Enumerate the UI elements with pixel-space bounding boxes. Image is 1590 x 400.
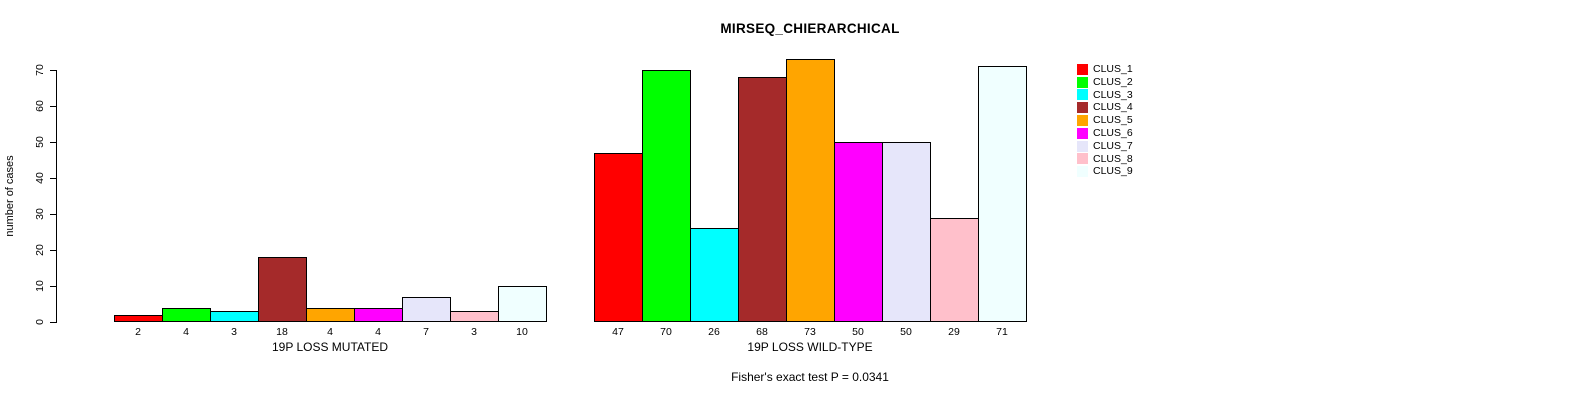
legend-swatch <box>1077 153 1088 165</box>
bar-value-label: 68 <box>756 326 768 338</box>
bar-value-label: 50 <box>852 326 864 338</box>
bar-value-label: 26 <box>708 326 720 338</box>
bar <box>978 66 1027 322</box>
bar <box>786 59 835 322</box>
legend-item: CLUS_9 <box>1077 165 1133 178</box>
bar <box>882 142 931 322</box>
legend-item: CLUS_5 <box>1077 114 1133 127</box>
legend-swatch <box>1077 89 1088 101</box>
bar-value-label: 47 <box>612 326 624 338</box>
legend-item: CLUS_6 <box>1077 127 1133 140</box>
bar-value-label: 73 <box>804 326 816 338</box>
legend-item: CLUS_8 <box>1077 153 1133 166</box>
legend-item: CLUS_4 <box>1077 101 1133 114</box>
y-tick <box>50 141 56 143</box>
bar <box>642 70 691 322</box>
bar-value-label: 4 <box>327 326 333 338</box>
legend-label: CLUS_3 <box>1093 88 1133 101</box>
y-tick <box>50 105 56 107</box>
legend-swatch <box>1077 140 1088 152</box>
legend-item: CLUS_3 <box>1077 89 1133 102</box>
y-tick-label: 30 <box>34 208 46 220</box>
bar-value-label: 4 <box>183 326 189 338</box>
y-tick-label: 50 <box>34 136 46 148</box>
bar <box>354 307 403 322</box>
y-tick-label: 70 <box>34 64 46 76</box>
bar-value-label: 50 <box>900 326 912 338</box>
legend-label: CLUS_7 <box>1093 139 1133 152</box>
y-tick-label: 20 <box>34 244 46 256</box>
y-tick <box>50 285 56 287</box>
y-tick-label: 60 <box>34 100 46 112</box>
legend-label: CLUS_1 <box>1093 63 1133 75</box>
y-tick-label: 40 <box>34 172 46 184</box>
y-tick-label: 0 <box>34 319 46 325</box>
bar-value-label: 71 <box>996 326 1008 338</box>
legend-swatch <box>1077 166 1088 178</box>
y-axis-label: number of cases <box>4 155 16 237</box>
legend-label: CLUS_8 <box>1093 152 1133 165</box>
x-group-label-mutated: 19P LOSS MUTATED <box>271 340 389 354</box>
legend-item: CLUS_1 <box>1077 63 1133 76</box>
bar <box>690 228 739 322</box>
legend-label: CLUS_5 <box>1093 114 1133 127</box>
bar-value-label: 29 <box>948 326 960 338</box>
legend: CLUS_1 CLUS_2 CLUS_3 CLUS_4 CLUS_5 CLUS_6 CLUS… <box>1077 63 1133 178</box>
bar-value-label: 18 <box>276 326 288 338</box>
legend-swatch <box>1077 115 1088 127</box>
y-tick <box>50 69 56 71</box>
x-group-label-wild-type: 19P LOSS WILD-TYPE <box>747 340 873 354</box>
bar-value-label: 7 <box>423 326 429 338</box>
legend-swatch <box>1077 76 1088 88</box>
y-axis <box>56 69 57 323</box>
bar <box>258 257 307 322</box>
y-tick <box>50 213 56 215</box>
legend-item: CLUS_7 <box>1077 140 1133 153</box>
bar <box>162 307 211 322</box>
bar <box>930 217 979 322</box>
legend-swatch <box>1077 102 1088 114</box>
bar-value-label: 70 <box>660 326 672 338</box>
legend-label: CLUS_4 <box>1093 101 1133 114</box>
y-tick <box>50 321 56 323</box>
bar <box>738 77 787 322</box>
bar <box>210 311 259 322</box>
bar <box>594 152 643 322</box>
bar <box>306 307 355 322</box>
y-tick-label: 10 <box>34 280 46 292</box>
legend-item: CLUS_2 <box>1077 76 1133 89</box>
subtitle-fisher-test: Fisher's exact test P = 0.0341 <box>731 370 889 384</box>
bar <box>834 142 883 322</box>
bar-value-label: 3 <box>471 326 477 338</box>
legend-label: CLUS_2 <box>1093 75 1133 88</box>
bar <box>450 311 499 322</box>
y-tick <box>50 249 56 251</box>
bar-value-label: 3 <box>231 326 237 338</box>
legend-swatch <box>1077 63 1088 75</box>
legend-label: CLUS_6 <box>1093 126 1133 139</box>
bar-value-label: 2 <box>135 326 141 338</box>
chart-title: MIRSEQ_CHIERARCHICAL <box>720 21 900 36</box>
bar <box>402 296 451 322</box>
y-tick <box>50 177 56 179</box>
bar-value-label: 10 <box>516 326 528 338</box>
bar-value-label: 4 <box>375 326 381 338</box>
bar <box>114 314 163 322</box>
legend-label: CLUS_9 <box>1093 165 1133 178</box>
legend-swatch <box>1077 127 1088 139</box>
bar <box>498 286 547 322</box>
